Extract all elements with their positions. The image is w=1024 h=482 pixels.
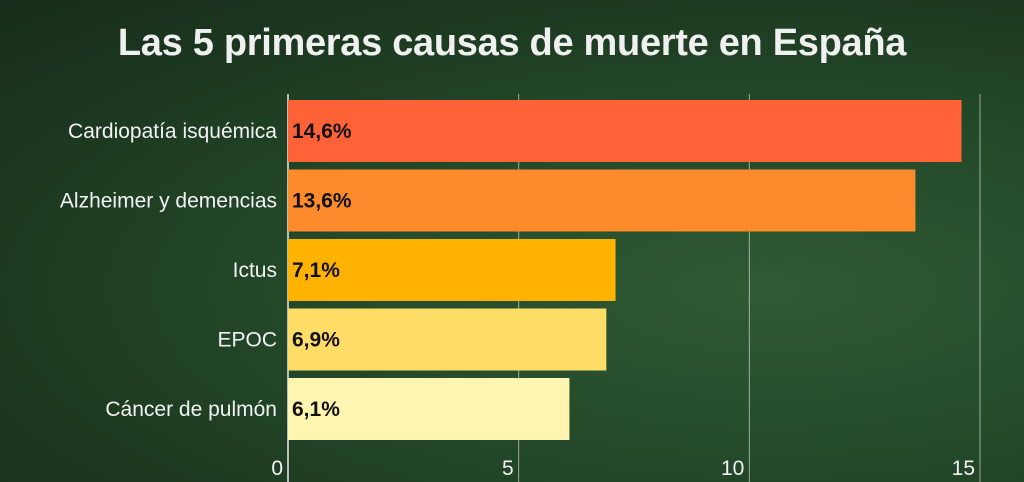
bar <box>288 378 570 440</box>
category-label: Cardiopatía isquémica <box>68 120 277 143</box>
bar <box>288 169 916 232</box>
bar <box>288 100 962 162</box>
data-label: 6,9% <box>292 329 340 352</box>
x-tick-label: 10 <box>721 457 744 480</box>
x-tick-label: 5 <box>502 457 514 480</box>
x-axis-ticks: 0 5 10 15 <box>271 457 975 480</box>
chart-title: Las 5 primeras causas de muerte en Españ… <box>117 22 907 64</box>
value-labels: 14,6% 13,6% 7,1% 6,9% 6,1% <box>292 120 352 421</box>
category-label: EPOC <box>217 329 277 352</box>
bars <box>288 100 962 440</box>
bar <box>288 308 607 371</box>
x-tick-label: 15 <box>952 457 975 480</box>
category-label: Cáncer de pulmón <box>105 398 277 421</box>
data-label: 13,6% <box>292 190 352 213</box>
category-labels: Cardiopatía isquémica Alzheimer y demenci… <box>60 120 277 421</box>
category-label: Ictus <box>233 259 277 282</box>
data-label: 7,1% <box>292 259 340 282</box>
bar <box>288 239 616 301</box>
data-label: 14,6% <box>292 120 352 143</box>
x-tick-label: 0 <box>271 457 283 480</box>
category-label: Alzheimer y demencias <box>60 190 277 213</box>
data-label: 6,1% <box>292 398 340 421</box>
